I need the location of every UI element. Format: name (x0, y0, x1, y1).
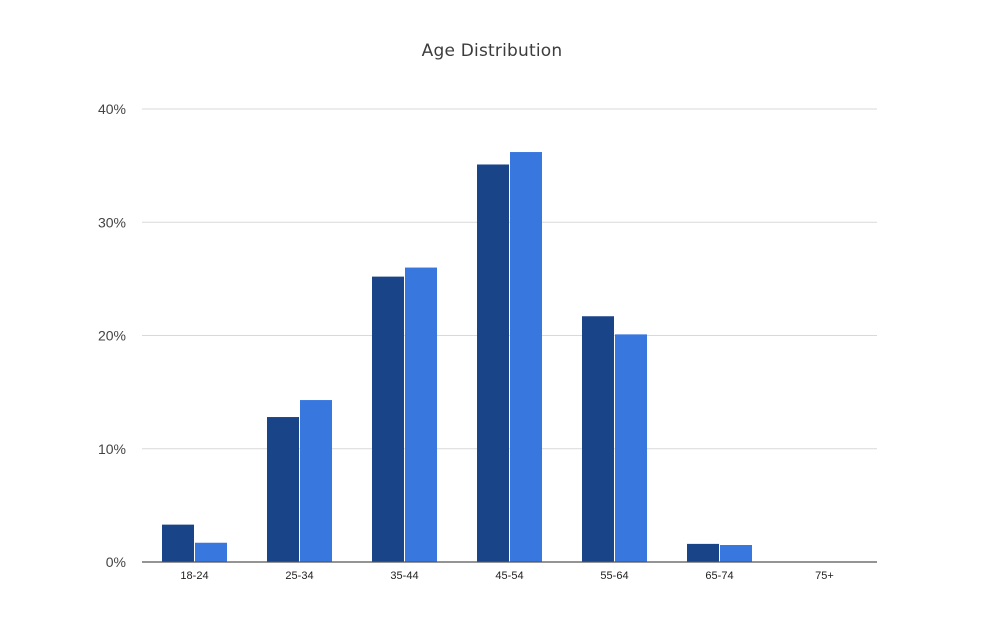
bar-35-44-series-1 (372, 276, 404, 562)
bar-25-34-series-2 (300, 400, 332, 562)
y-tick-label: 30% (98, 214, 126, 230)
x-tick-label: 65-74 (705, 570, 733, 582)
bar-65-74-series-1 (687, 543, 719, 562)
x-tick-label: 18-24 (180, 570, 208, 582)
x-tick-label: 55-64 (600, 570, 628, 582)
bar-45-54-series-1 (477, 164, 509, 562)
x-tick-label: 25-34 (285, 570, 313, 582)
bar-45-54-series-2 (510, 152, 542, 562)
x-tick-label: 45-54 (495, 570, 523, 582)
x-tick-label: 75+ (815, 570, 834, 582)
bar-65-74-series-2 (720, 545, 752, 562)
y-axis-tick-labels: 0% 10% 20% 30% 40% (98, 101, 126, 570)
y-tick-label: 20% (98, 328, 126, 344)
x-tick-label: 35-44 (390, 570, 418, 582)
y-tick-label: 40% (98, 101, 126, 117)
bar-55-64-series-2 (615, 334, 647, 562)
bar-55-64-series-1 (582, 316, 614, 562)
bar-18-24-series-2 (195, 542, 227, 562)
x-axis-tick-labels: 18-24 25-34 35-44 45-54 55-64 65-74 75+ (180, 570, 833, 582)
gridlines (142, 108, 877, 450)
bar-18-24-series-1 (162, 524, 194, 562)
bars (162, 152, 752, 562)
chart-title: Age Distribution (421, 41, 563, 61)
y-tick-label: 0% (106, 554, 126, 570)
bar-35-44-series-2 (405, 267, 437, 562)
bar-25-34-series-1 (267, 417, 299, 562)
y-tick-label: 10% (98, 441, 126, 457)
